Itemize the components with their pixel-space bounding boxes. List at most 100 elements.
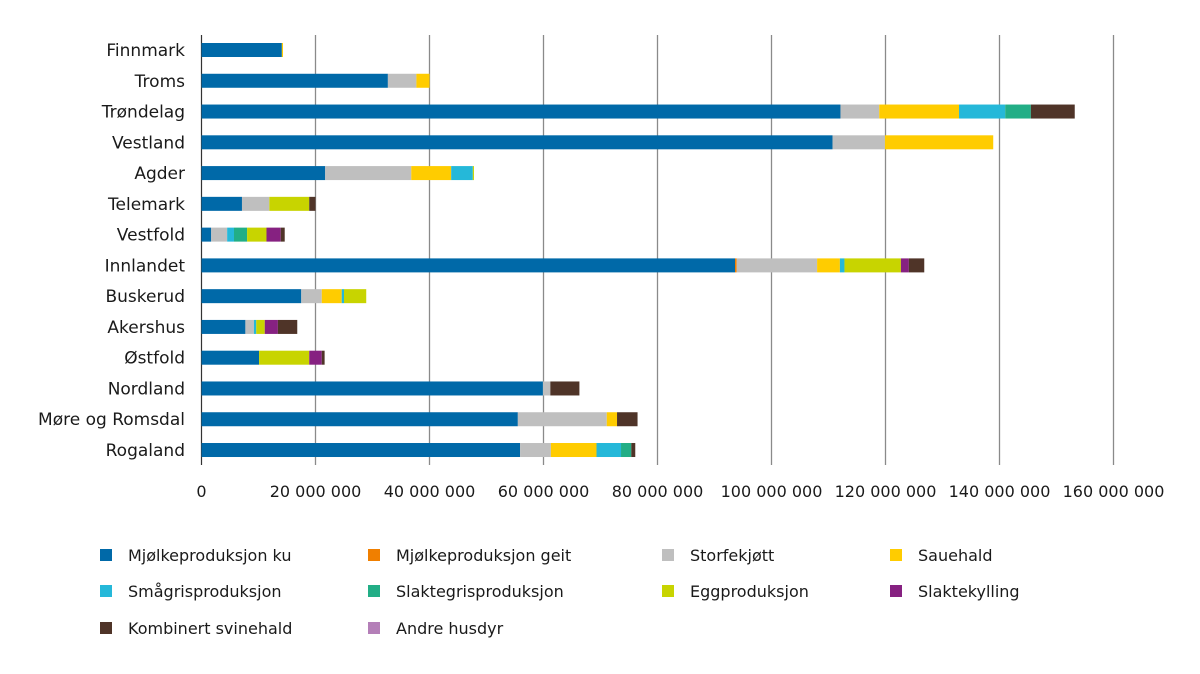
x-tick-label: 140 000 000 — [949, 482, 1051, 501]
legend-label: Sauehald — [918, 546, 993, 565]
bar-segment — [900, 258, 909, 273]
x-tick-label: 120 000 000 — [835, 482, 937, 501]
x-tick-label: 80 000 000 — [612, 482, 704, 501]
legend-label: Slaktegrisproduksjon — [396, 582, 564, 601]
bar-segment — [309, 350, 322, 365]
bar-segment — [631, 443, 636, 458]
bar-segment — [472, 166, 474, 181]
bar-segment — [844, 258, 901, 273]
bar-segment — [1030, 104, 1075, 119]
bar-segment — [596, 443, 622, 458]
bar-segment — [201, 196, 242, 211]
category-label: Rogaland — [106, 441, 185, 461]
bar-segment — [520, 443, 551, 458]
legend-label: Storfekjøtt — [690, 546, 774, 565]
bar-segment — [201, 319, 246, 334]
x-tick-label: 160 000 000 — [1063, 482, 1165, 501]
bar-segment — [301, 289, 322, 304]
bar-segment — [325, 166, 412, 181]
category-label: Buskerud — [105, 287, 185, 307]
bar-segment — [832, 135, 885, 150]
bar-segment — [233, 227, 248, 242]
bar-segment — [387, 73, 417, 88]
bar-segment — [201, 412, 518, 427]
bar-segment — [321, 289, 342, 304]
legend-swatch — [662, 549, 674, 561]
category-label: Innlandet — [105, 256, 186, 276]
category-label: Trøndelag — [101, 103, 185, 123]
x-tick-label: 0 — [196, 482, 206, 501]
bar-segment — [542, 381, 551, 396]
x-tick-labels: 0 20 000 000 40 000 000 60 000 000 80 000 00… — [196, 482, 1164, 501]
bar-segment — [416, 73, 430, 88]
x-tick-label: 40 000 000 — [384, 482, 476, 501]
category-label: Møre og Romsdal — [38, 410, 185, 430]
legend-swatch — [662, 585, 674, 597]
legend-label: Slaktekylling — [918, 582, 1020, 601]
bar-segment — [245, 319, 254, 334]
bar-segment — [736, 258, 818, 273]
bar-segment — [621, 443, 632, 458]
gridlines — [200, 35, 1115, 465]
category-label: Vestland — [112, 133, 185, 153]
bar-segment — [259, 350, 310, 365]
bar-segment — [309, 196, 316, 211]
bars — [201, 43, 1075, 458]
category-label: Troms — [134, 72, 185, 92]
bar-segment — [201, 443, 521, 458]
bar-segment — [201, 381, 543, 396]
legend-swatch — [890, 549, 902, 561]
legend: Mjølkeproduksjon ku Mjølkeproduksjon geit… — [100, 546, 1020, 638]
bar-segment — [281, 43, 284, 57]
bar-segment — [277, 319, 298, 334]
bar-segment — [959, 104, 1006, 119]
bar-segment — [256, 319, 265, 334]
bar-segment — [201, 135, 833, 150]
bar-segment — [321, 350, 325, 365]
bar-segment — [201, 350, 260, 365]
bar-segment — [227, 227, 234, 242]
category-label: Finnmark — [106, 41, 185, 61]
bar-segment — [735, 258, 737, 273]
legend-swatch — [100, 585, 112, 597]
bar-segment — [201, 166, 326, 181]
bar-segment — [1005, 104, 1031, 119]
bar-segment — [606, 412, 618, 427]
x-tick-label: 100 000 000 — [721, 482, 823, 501]
bar-segment — [264, 319, 278, 334]
category-label: Akershus — [107, 318, 185, 338]
legend-label: Mjølkeproduksjon ku — [128, 546, 291, 565]
bar-segment — [266, 227, 281, 242]
legend-swatch — [890, 585, 902, 597]
bar-segment — [411, 166, 452, 181]
legend-swatch — [368, 585, 380, 597]
bar-segment — [550, 443, 597, 458]
bar-segment — [884, 135, 994, 150]
bar-segment — [253, 319, 257, 334]
bar-segment — [201, 227, 212, 242]
legend-swatch — [368, 549, 380, 561]
bar-segment — [211, 227, 228, 242]
bar-segment — [201, 73, 388, 88]
bar-segment — [517, 412, 607, 427]
bar-segment — [879, 104, 960, 119]
legend-swatch — [100, 622, 112, 634]
legend-label: Andre husdyr — [396, 619, 504, 638]
x-tick-label: 20 000 000 — [270, 482, 362, 501]
legend-label: Smågrisproduksjon — [128, 582, 282, 601]
bar-segment — [908, 258, 925, 273]
bar-segment — [341, 289, 344, 304]
legend-label: Kombinert svinehald — [128, 619, 292, 638]
legend-label: Eggproduksjon — [690, 582, 809, 601]
bar-segment — [269, 196, 310, 211]
bar-segment — [247, 227, 267, 242]
category-labels: Finnmark Troms Trøndelag Vestland Agder Telem… — [38, 41, 185, 461]
legend-label: Mjølkeproduksjon geit — [396, 546, 571, 565]
bar-segment — [840, 104, 880, 119]
bar-segment — [839, 258, 845, 273]
category-label: Østfold — [124, 349, 185, 369]
bar-segment — [617, 412, 638, 427]
bar-segment — [550, 381, 580, 396]
bar-segment — [344, 289, 367, 304]
